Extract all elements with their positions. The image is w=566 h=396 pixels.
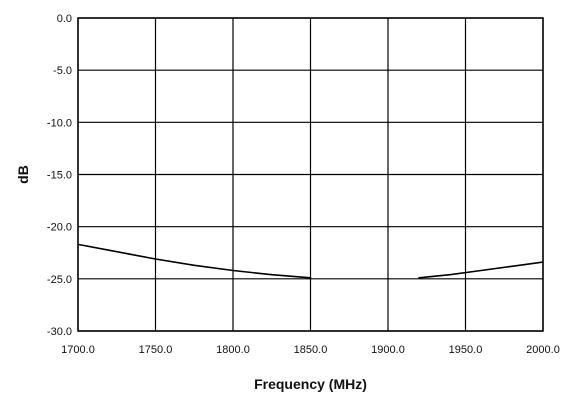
y-axis-title: dB <box>15 165 31 184</box>
x-tick-label: 1700.0 <box>61 344 95 356</box>
y-tick-label: -20.0 <box>47 222 72 234</box>
x-tick-label: 2000.0 <box>526 344 560 356</box>
y-tick-label: -30.0 <box>47 326 72 338</box>
y-tick-label: 0.0 <box>57 13 72 25</box>
y-tick-label: -5.0 <box>53 65 72 77</box>
plot-area-frame <box>77 17 544 332</box>
x-tick-label: 1850.0 <box>294 344 328 356</box>
x-tick-label: 1950.0 <box>449 344 483 356</box>
y-tick-label: -15.0 <box>47 170 72 182</box>
y-axis-tick-labels: 0.0 -5.0 -10.0 -15.0 -20.0 -25.0 -30.0 <box>47 13 72 338</box>
x-axis-tick-labels: 1700.0 1750.0 1800.0 1850.0 1900.0 1950.0 2000… <box>61 344 560 356</box>
y-tick-label: -10.0 <box>47 117 72 129</box>
y-tick-label: -25.0 <box>47 274 72 286</box>
series-group <box>77 243 544 279</box>
series-line-segment-2 <box>418 261 544 279</box>
x-tick-label: 1750.0 <box>139 344 173 356</box>
series-line-segment-1 <box>77 243 312 279</box>
x-axis-title: Frequency (MHz) <box>254 376 367 392</box>
x-tick-label: 1900.0 <box>371 344 405 356</box>
x-tick-label: 1800.0 <box>216 344 250 356</box>
